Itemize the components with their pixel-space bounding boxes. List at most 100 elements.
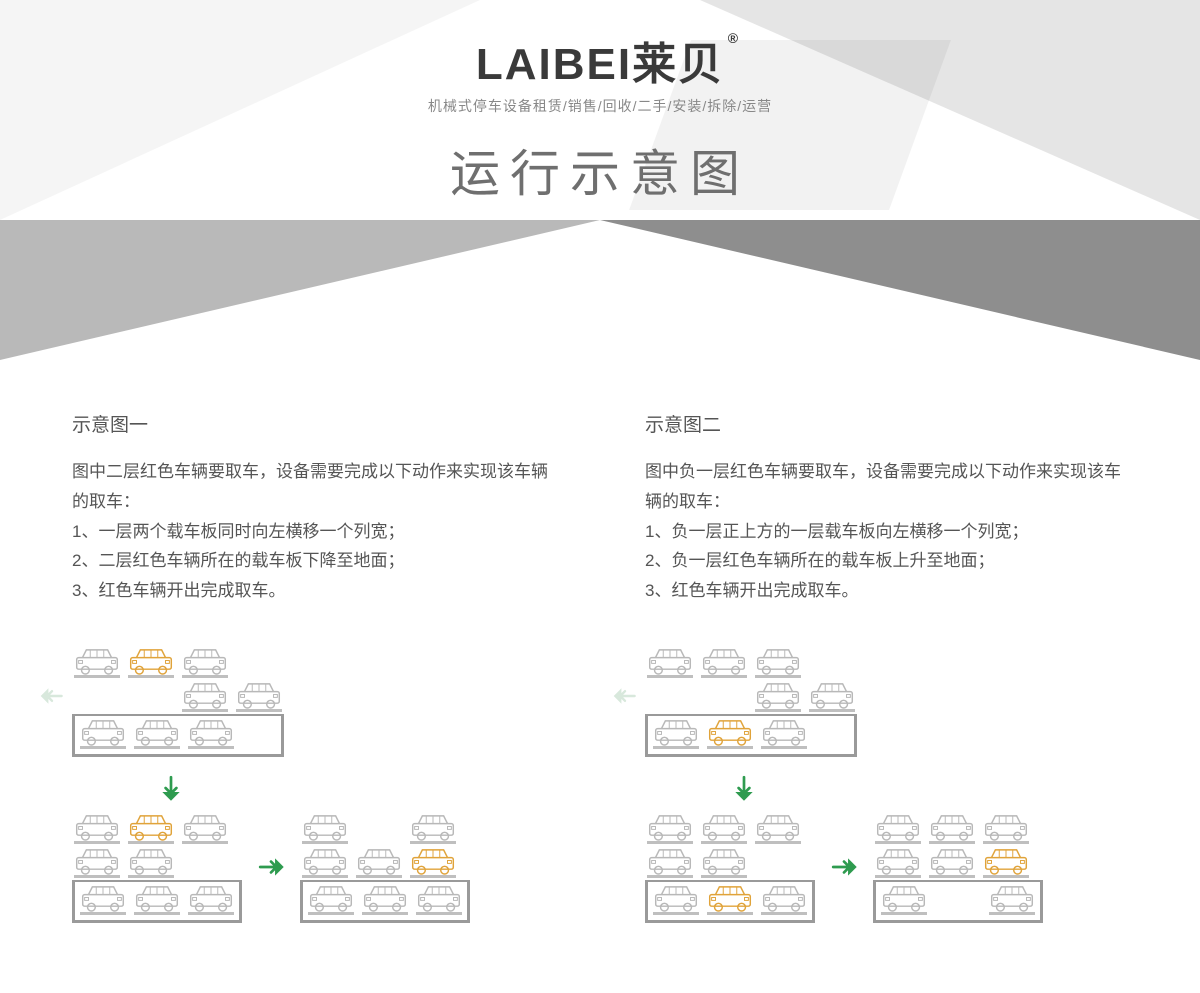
pit — [72, 714, 284, 757]
car-icon — [300, 846, 350, 875]
car-slot — [753, 680, 803, 712]
empty-slot — [126, 680, 176, 712]
parking-level — [699, 680, 857, 712]
car-slot — [180, 812, 230, 844]
car-slot — [300, 812, 350, 844]
car-slot — [981, 846, 1031, 878]
diagram-stage — [873, 812, 1043, 923]
car-slot — [699, 812, 749, 844]
section-1-diagrams — [72, 646, 555, 923]
content: 示意图一 图中二层红色车辆要取车，设备需要完成以下动作来实现该车辆的取车：1、一… — [0, 410, 1200, 923]
carrier-plate — [701, 675, 747, 678]
carrier-plate — [308, 912, 354, 915]
empty-slot — [699, 680, 749, 712]
parking-level — [306, 883, 464, 915]
car-slot — [645, 812, 695, 844]
car-icon — [927, 812, 977, 841]
carrier-plate — [128, 841, 174, 844]
desc-line: 图中二层红色车辆要取车，设备需要完成以下动作来实现该车辆的取车： — [72, 457, 555, 517]
brand-tagline: 机械式停车设备租赁/销售/回收/二手/安装/拆除/运营 — [0, 96, 1200, 116]
car-icon — [180, 812, 230, 841]
car-slot — [72, 812, 122, 844]
car-slot — [645, 846, 695, 878]
carrier-plate — [881, 912, 927, 915]
car-icon — [699, 846, 749, 875]
car-slot — [927, 846, 977, 878]
carrier-plate — [356, 875, 402, 878]
header-panel: LAIBEI莱贝 ® 机械式停车设备租赁/销售/回收/二手/安装/拆除/运营 运… — [0, 0, 1200, 360]
parking-structure — [645, 812, 815, 923]
section-2-diagrams — [645, 646, 1128, 923]
car-slot — [981, 812, 1031, 844]
car-slot — [306, 883, 356, 915]
carrier-plate — [983, 875, 1029, 878]
flow-arrow-down-icon — [735, 775, 1128, 806]
car-icon — [705, 717, 755, 746]
car-icon — [699, 812, 749, 841]
carrier-plate — [983, 841, 1029, 844]
carrier-plate — [647, 875, 693, 878]
section-1-desc: 图中二层红色车辆要取车，设备需要完成以下动作来实现该车辆的取车：1、一层两个载车… — [72, 457, 555, 606]
car-icon — [753, 680, 803, 709]
car-icon — [987, 883, 1037, 912]
carrier-plate — [653, 912, 699, 915]
car-slot — [705, 883, 755, 915]
section-2-desc: 图中负一层红色车辆要取车，设备需要完成以下动作来实现该车辆的取车：1、负一层正上… — [645, 457, 1128, 606]
car-slot — [354, 846, 404, 878]
desc-line: 2、二层红色车辆所在的载车板下降至地面； — [72, 546, 555, 576]
car-icon — [408, 846, 458, 875]
carrier-plate — [182, 675, 228, 678]
carrier-plate — [74, 675, 120, 678]
parking-structure — [645, 646, 857, 757]
car-slot — [132, 883, 182, 915]
parking-structure — [72, 646, 284, 757]
car-slot — [78, 717, 128, 749]
car-icon — [873, 846, 923, 875]
car-icon — [132, 717, 182, 746]
carrier-plate — [989, 912, 1035, 915]
carrier-plate — [929, 841, 975, 844]
carrier-plate — [236, 709, 282, 712]
car-icon — [186, 883, 236, 912]
parking-level — [300, 812, 470, 844]
car-slot — [126, 646, 176, 678]
parking-level — [645, 646, 857, 678]
carrier-plate — [707, 912, 753, 915]
empty-slot — [180, 846, 230, 878]
car-slot — [807, 680, 857, 712]
car-icon — [753, 812, 803, 841]
car-icon — [981, 812, 1031, 841]
carrier-plate — [875, 841, 921, 844]
carrier-plate — [410, 841, 456, 844]
desc-line: 2、负一层红色车辆所在的载车板上升至地面； — [645, 546, 1128, 576]
carrier-plate — [134, 746, 180, 749]
car-icon — [699, 646, 749, 675]
car-icon — [873, 812, 923, 841]
carrier-plate — [74, 841, 120, 844]
parking-level — [72, 846, 242, 878]
desc-line: 3、红色车辆开出完成取车。 — [645, 576, 1128, 606]
shift-arrow-icon — [40, 688, 64, 709]
car-icon — [72, 812, 122, 841]
page-title: 运行示意图 — [0, 134, 1200, 206]
car-slot — [132, 717, 182, 749]
diagram-stage — [72, 812, 242, 923]
car-slot — [699, 646, 749, 678]
diagram-stage — [645, 646, 857, 757]
car-slot — [414, 883, 464, 915]
car-icon — [645, 846, 695, 875]
car-icon — [759, 717, 809, 746]
car-slot — [987, 883, 1037, 915]
parking-level — [72, 646, 284, 678]
carrier-plate — [761, 912, 807, 915]
car-icon — [78, 883, 128, 912]
car-slot — [126, 846, 176, 878]
parking-level — [645, 846, 815, 878]
carrier-plate — [707, 746, 753, 749]
car-icon — [753, 646, 803, 675]
carrier-plate — [134, 912, 180, 915]
car-slot — [126, 812, 176, 844]
carrier-plate — [362, 912, 408, 915]
panel-fold-left — [0, 220, 600, 360]
car-slot — [699, 846, 749, 878]
